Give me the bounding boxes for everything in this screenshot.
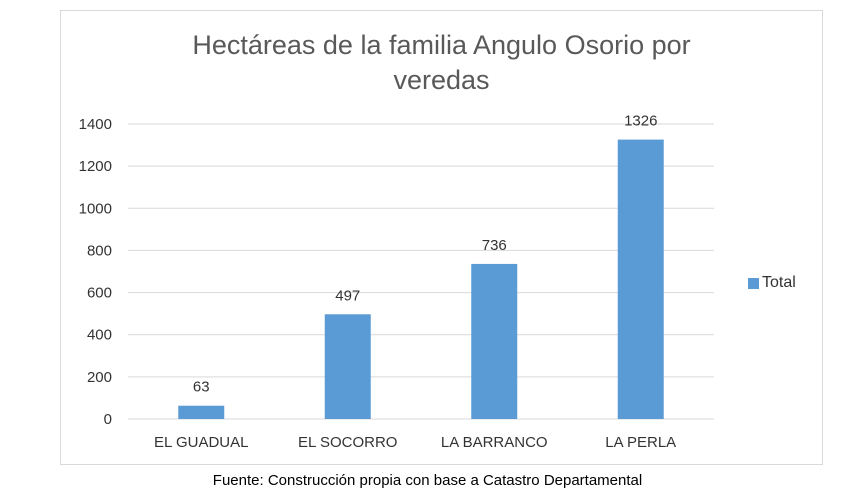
bar [324, 314, 371, 419]
y-tick-label: 600 [87, 285, 112, 302]
bar [178, 405, 225, 419]
x-tick-label: EL GUADUAL [154, 434, 248, 451]
y-tick-label: 1400 [79, 116, 112, 133]
data-label: 63 [193, 379, 210, 396]
y-tick-label: 200 [87, 369, 112, 386]
chart-title: Hectáreas de la familia Angulo Osorio po… [60, 28, 823, 98]
y-tick-label: 0 [104, 411, 112, 428]
data-label: 1326 [624, 113, 657, 130]
y-tick-label: 400 [87, 327, 112, 344]
bar [617, 139, 664, 420]
y-tick-label: 1200 [79, 158, 112, 175]
legend: Total [748, 274, 796, 292]
source-note: Fuente: Construcción propia con base a C… [212, 472, 643, 489]
data-label: 497 [335, 287, 360, 304]
y-tick-label: 800 [87, 242, 112, 259]
chart-title-line-1: Hectáreas de la familia Angulo Osorio po… [192, 30, 691, 60]
legend-label: Total [762, 274, 796, 291]
y-tick-label: 1000 [79, 200, 112, 217]
x-tick-label: LA PERLA [605, 434, 676, 451]
chart-title-line-2: veredas [393, 65, 490, 95]
data-label: 736 [482, 237, 507, 254]
bar [471, 263, 518, 419]
x-tick-label: EL SOCORRO [298, 434, 397, 451]
x-tick-label: LA BARRANCO [441, 434, 548, 451]
chart-frame [60, 10, 823, 465]
legend-swatch [748, 277, 759, 289]
